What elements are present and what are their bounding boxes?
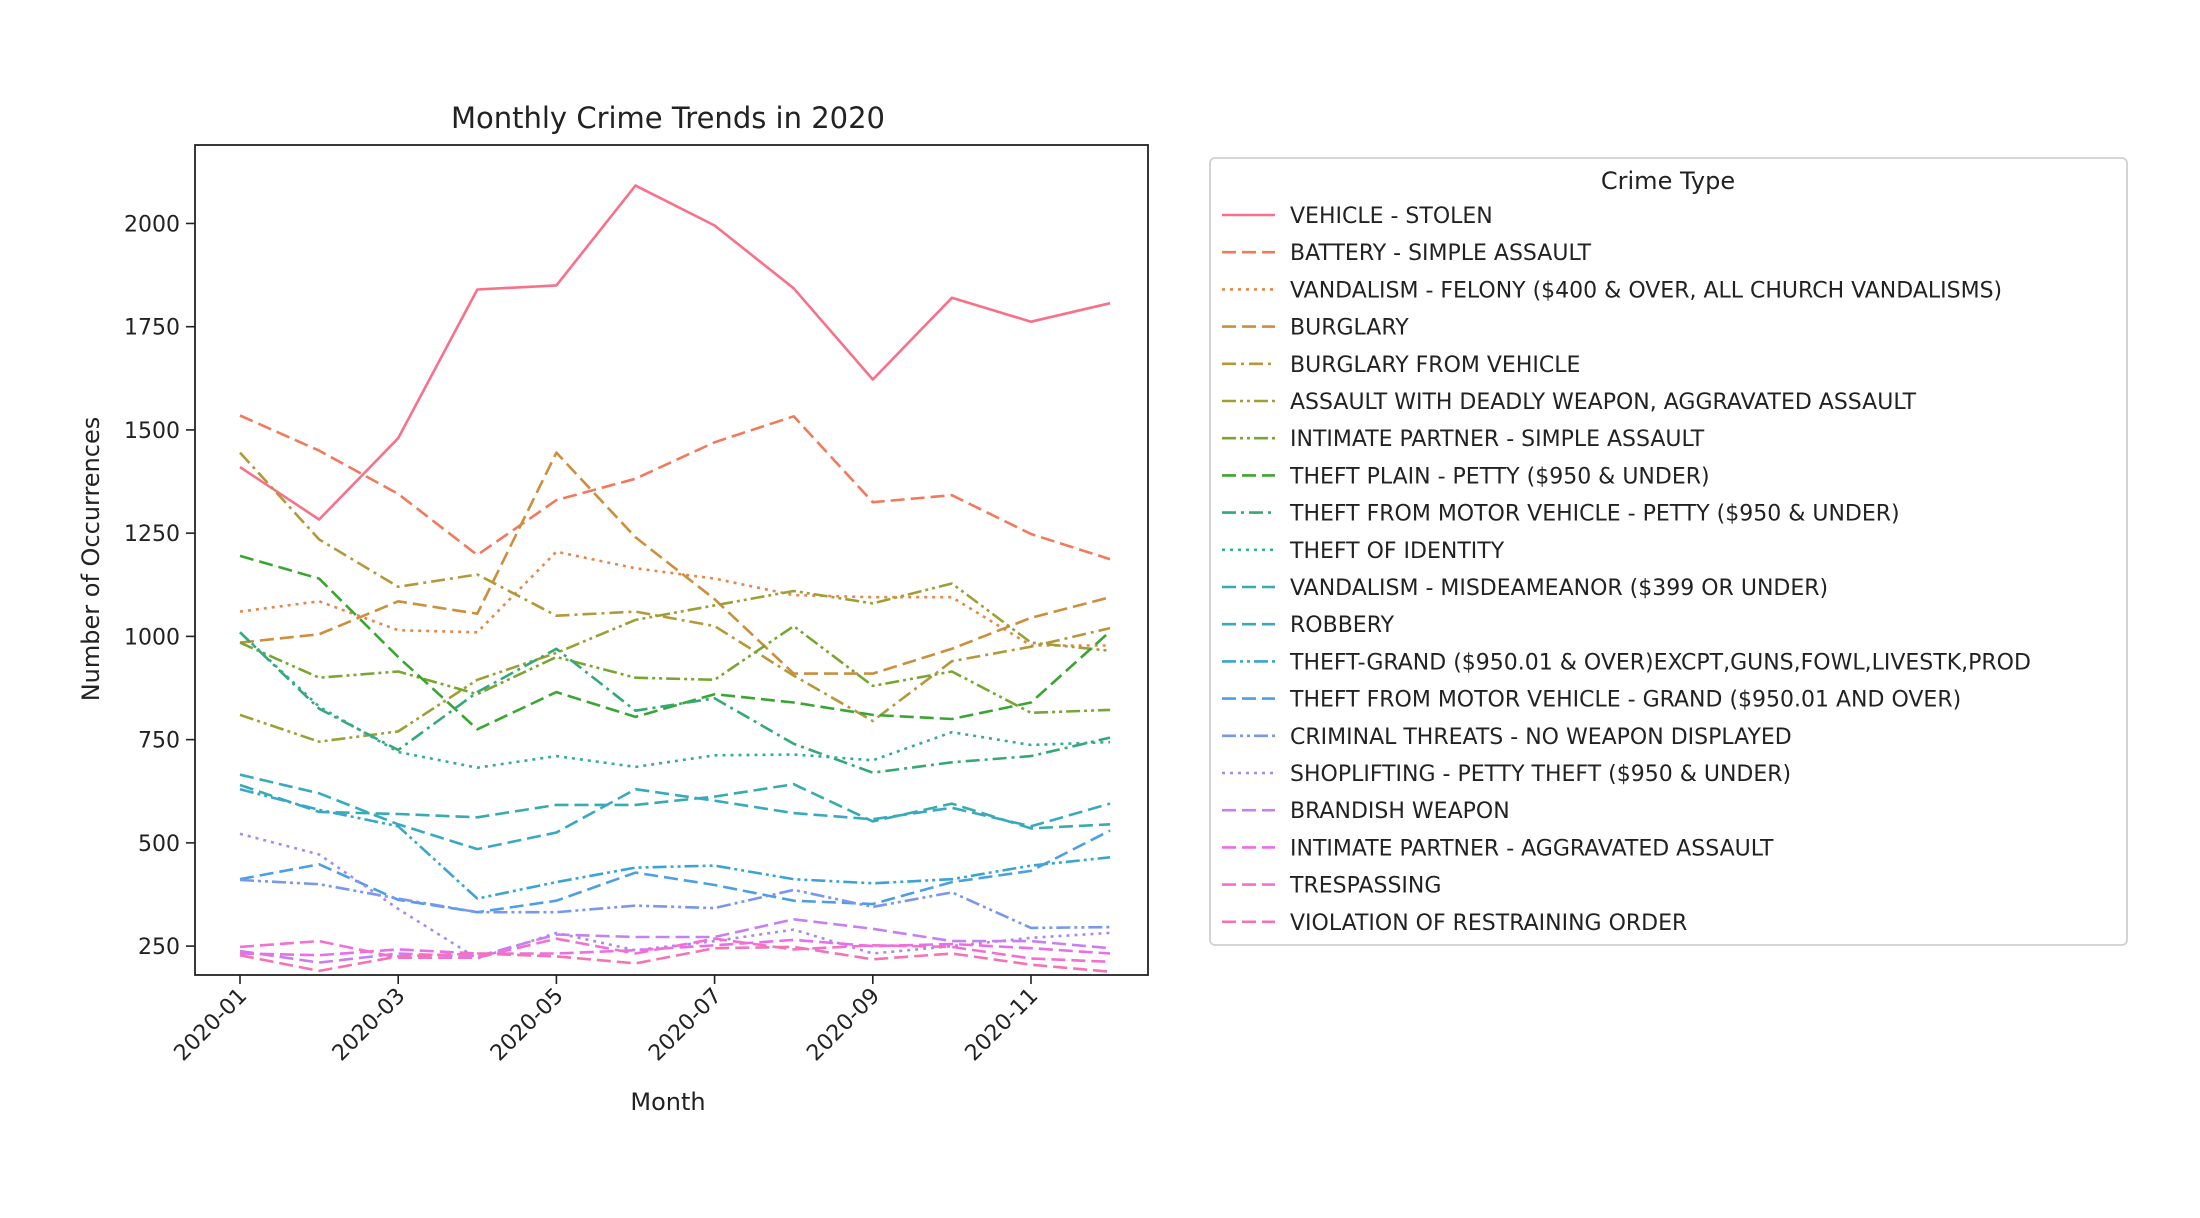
legend-entry: BATTERY - SIMPLE ASSAULT xyxy=(1222,241,1592,266)
legend-entry: ROBBERY xyxy=(1222,613,1395,638)
legend-label: BURGLARY FROM VEHICLE xyxy=(1290,353,1580,378)
y-tick-label: 1250 xyxy=(124,522,180,547)
legend-label: VANDALISM - FELONY ($400 & OVER, ALL CHU… xyxy=(1290,278,2002,303)
series-line-15 xyxy=(239,878,1111,930)
y-tick-label: 1750 xyxy=(124,316,180,341)
series-line-7 xyxy=(239,624,1111,715)
series-line-13 xyxy=(239,787,1111,900)
legend-entry: THEFT-GRAND ($950.01 & OVER)EXCPT,GUNS,F… xyxy=(1222,650,2031,675)
series-line-4 xyxy=(239,451,1111,675)
series-line-8 xyxy=(239,554,1111,731)
legend-entry: CRIMINAL THREATS - NO WEAPON DISPLAYED xyxy=(1222,725,1792,750)
legend-entry: VIOLATION OF RESTRAINING ORDER xyxy=(1222,911,1687,936)
legend-box xyxy=(1209,157,2128,946)
series-lines xyxy=(239,184,1111,973)
legend-entry: VEHICLE - STOLEN xyxy=(1222,204,1493,229)
legend-label: THEFT OF IDENTITY xyxy=(1289,539,1505,564)
legend-entry: THEFT FROM MOTOR VEHICLE - GRAND ($950.0… xyxy=(1222,688,1961,713)
legend-label: VEHICLE - STOLEN xyxy=(1290,204,1493,229)
legend-entry: SHOPLIFTING - PETTY THEFT ($950 & UNDER) xyxy=(1222,762,1791,787)
legend-entry: VANDALISM - FELONY ($400 & OVER, ALL CHU… xyxy=(1222,278,2002,303)
legend-entry: TRESPASSING xyxy=(1222,874,1441,899)
series-line-19 xyxy=(239,937,1111,964)
legend-title: Crime Type xyxy=(1601,167,1735,195)
legend-label: INTIMATE PARTNER - AGGRAVATED ASSAULT xyxy=(1290,836,1774,861)
y-tick-label: 250 xyxy=(138,935,180,960)
legend-entry: ASSAULT WITH DEADLY WEAPON, AGGRAVATED A… xyxy=(1222,390,1917,415)
series-line-2 xyxy=(239,414,1111,561)
legend-label: THEFT FROM MOTOR VEHICLE - GRAND ($950.0… xyxy=(1289,688,1961,713)
series-line-11 xyxy=(239,782,1111,830)
y-axis-label: Number of Occurrences xyxy=(77,417,105,702)
series-line-6 xyxy=(239,582,1111,744)
legend-label: BURGLARY xyxy=(1290,316,1409,341)
legend-label: VIOLATION OF RESTRAINING ORDER xyxy=(1290,911,1687,936)
legend-label: SHOPLIFTING - PETTY THEFT ($950 & UNDER) xyxy=(1290,762,1791,787)
legend-label: BRANDISH WEAPON xyxy=(1290,799,1510,824)
legend-label: ROBBERY xyxy=(1290,613,1395,638)
legend-label: CRIMINAL THREATS - NO WEAPON DISPLAYED xyxy=(1290,725,1792,750)
plot-area-frame xyxy=(194,144,1149,976)
legend-entry: THEFT PLAIN - PETTY ($950 & UNDER) xyxy=(1222,464,1710,489)
legend-items: VEHICLE - STOLEN BATTERY - SIMPLE ASSAULT… xyxy=(1222,204,2031,936)
y-tick-label: 1000 xyxy=(124,625,180,650)
series-line-12 xyxy=(239,773,1111,851)
legend-entry: INTIMATE PARTNER - AGGRAVATED ASSAULT xyxy=(1222,836,1774,861)
y-tick-label: 500 xyxy=(138,832,180,857)
series-line-1 xyxy=(239,184,1111,521)
legend-label: INTIMATE PARTNER - SIMPLE ASSAULT xyxy=(1290,427,1705,452)
legend-entry: BURGLARY xyxy=(1222,316,1409,341)
legend-label: BATTERY - SIMPLE ASSAULT xyxy=(1290,241,1592,266)
legend-label: TRESPASSING xyxy=(1289,874,1441,899)
legend-entry: BRANDISH WEAPON xyxy=(1222,799,1510,824)
series-line-10 xyxy=(239,631,1111,770)
legend-entry: THEFT OF IDENTITY xyxy=(1222,539,1505,564)
legend-label: THEFT-GRAND ($950.01 & OVER)EXCPT,GUNS,F… xyxy=(1289,650,2031,675)
y-tick-label: 750 xyxy=(138,729,180,754)
y-tick-label: 1500 xyxy=(124,419,180,444)
legend-label: THEFT FROM MOTOR VEHICLE - PETTY ($950 &… xyxy=(1289,502,1900,527)
x-axis-label: Month xyxy=(630,1088,705,1116)
legend: Crime Type VEHICLE - STOLEN BATTERY - SIM… xyxy=(1209,157,2128,946)
legend-entry: BURGLARY FROM VEHICLE xyxy=(1222,353,1580,378)
series-line-14 xyxy=(239,829,1111,914)
legend-label: VANDALISM - MISDEAMEANOR ($399 OR UNDER) xyxy=(1290,576,1828,601)
legend-entry: INTIMATE PARTNER - SIMPLE ASSAULT xyxy=(1222,427,1705,452)
chart-title: Monthly Crime Trends in 2020 xyxy=(451,101,885,135)
y-tick-label: 2000 xyxy=(124,212,180,237)
series-line-5 xyxy=(239,451,1111,723)
legend-entry: THEFT FROM MOTOR VEHICLE - PETTY ($950 &… xyxy=(1222,502,1900,527)
series-line-20 xyxy=(239,945,1111,973)
legend-label: THEFT PLAIN - PETTY ($950 & UNDER) xyxy=(1289,464,1710,489)
legend-entry: VANDALISM - MISDEAMEANOR ($399 OR UNDER) xyxy=(1222,576,1828,601)
legend-label: ASSAULT WITH DEADLY WEAPON, AGGRAVATED A… xyxy=(1290,390,1917,415)
series-line-18 xyxy=(239,938,1111,957)
